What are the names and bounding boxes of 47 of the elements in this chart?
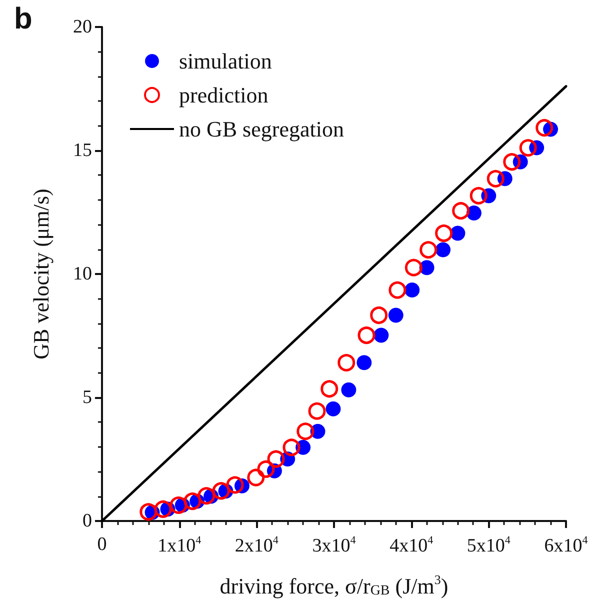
point [374,328,389,343]
point [436,242,451,258]
point [358,326,376,344]
y-tick-label: 20 [73,16,92,38]
point [257,460,275,478]
point [296,422,314,440]
legend-label: no GB segregation [179,116,344,142]
point [308,402,326,420]
point [450,226,466,241]
y-tick-label: 0 [82,510,92,532]
point [170,496,188,514]
point [388,281,406,299]
point [466,205,482,220]
point [370,306,388,324]
legend-label: simulation [179,48,272,74]
point [341,382,356,398]
point [338,354,356,372]
point [226,476,244,494]
point [503,153,521,171]
point [519,139,537,157]
point [356,355,372,370]
point [420,241,438,259]
point [140,503,158,521]
legend-label: prediction [179,82,268,108]
y-tick-label: 10 [73,264,92,284]
point [198,487,216,505]
y-axis-title: GB velocity (μm/s) [28,188,54,360]
point [404,282,420,298]
point [247,468,265,486]
point [267,450,285,468]
x-tick-label: 0 [97,534,107,555]
point [435,224,453,242]
y-tick-label: 5 [82,387,92,408]
point [184,492,202,510]
point [404,258,422,276]
point [282,438,300,456]
point [388,308,404,323]
point [212,482,230,500]
point [320,380,338,398]
y-tick-label: 15 [73,140,92,161]
point [486,170,504,188]
text: b [14,2,32,36]
point [452,202,470,220]
point [154,500,172,518]
point [470,186,488,204]
point [536,119,554,137]
point [326,401,341,416]
